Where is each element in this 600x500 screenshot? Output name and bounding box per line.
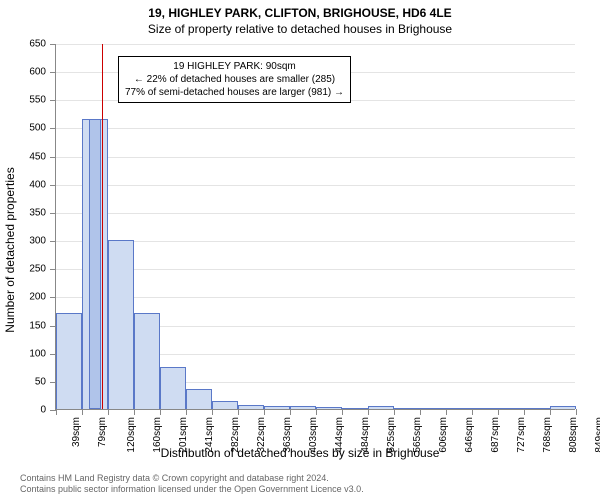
gridline	[56, 128, 575, 129]
y-tick-label: 650	[29, 39, 46, 50]
annotation-line: ← 22% of detached houses are smaller (28…	[125, 73, 344, 86]
histogram-bar	[472, 408, 498, 409]
y-tick	[50, 241, 56, 242]
annotation-line: 19 HIGHLEY PARK: 90sqm	[125, 60, 344, 73]
y-tick	[50, 185, 56, 186]
histogram-bar	[524, 408, 550, 409]
reference-line	[102, 44, 103, 409]
x-tick	[290, 409, 291, 415]
x-tick	[446, 409, 447, 415]
histogram-bar	[342, 408, 368, 409]
histogram-bar	[420, 408, 446, 409]
x-tick	[342, 409, 343, 415]
x-tick	[368, 409, 369, 415]
x-axis-label: Distribution of detached houses by size …	[0, 446, 600, 460]
annotation-box: 19 HIGHLEY PARK: 90sqm← 22% of detached …	[118, 56, 351, 103]
y-tick-label: 200	[29, 292, 46, 303]
histogram-bar	[264, 406, 290, 409]
y-tick-label: 50	[35, 376, 46, 387]
y-tick-label: 0	[40, 405, 46, 416]
histogram-bar	[368, 406, 394, 409]
footer-attribution: Contains HM Land Registry data © Crown c…	[20, 473, 364, 496]
y-tick	[50, 44, 56, 45]
x-tick	[316, 409, 317, 415]
footer-line-2: Contains public sector information licen…	[20, 484, 364, 496]
gridline	[56, 44, 575, 45]
gridline	[56, 213, 575, 214]
y-tick	[50, 157, 56, 158]
y-tick-label: 350	[29, 207, 46, 218]
annotation-line: 77% of semi-detached houses are larger (…	[125, 86, 344, 99]
x-tick	[472, 409, 473, 415]
histogram-bar	[134, 313, 160, 409]
x-tick	[56, 409, 57, 415]
histogram-bar	[290, 406, 316, 409]
footer-line-1: Contains HM Land Registry data © Crown c…	[20, 473, 364, 485]
chart-title-sub: Size of property relative to detached ho…	[0, 20, 600, 36]
histogram-bar	[394, 408, 420, 409]
histogram-bar	[186, 389, 212, 409]
y-tick-label: 300	[29, 236, 46, 247]
x-tick	[82, 409, 83, 415]
histogram-bar	[238, 405, 264, 410]
y-tick-label: 100	[29, 348, 46, 359]
y-tick-label: 250	[29, 264, 46, 275]
y-tick	[50, 100, 56, 101]
histogram-bar	[108, 240, 134, 409]
x-tick	[394, 409, 395, 415]
x-tick	[186, 409, 187, 415]
x-tick	[108, 409, 109, 415]
x-tick	[576, 409, 577, 415]
x-tick	[420, 409, 421, 415]
x-tick-label: 39sqm	[71, 417, 82, 447]
histogram-bar	[498, 408, 524, 409]
x-tick	[238, 409, 239, 415]
histogram-bar	[550, 406, 576, 409]
x-tick	[498, 409, 499, 415]
y-tick-label: 400	[29, 179, 46, 190]
y-tick	[50, 128, 56, 129]
x-tick-label: 79sqm	[97, 417, 108, 447]
highlight-bar	[89, 119, 101, 409]
x-tick	[160, 409, 161, 415]
y-tick	[50, 269, 56, 270]
x-tick	[212, 409, 213, 415]
y-tick-label: 450	[29, 151, 46, 162]
y-tick-label: 550	[29, 95, 46, 106]
x-tick	[524, 409, 525, 415]
gridline	[56, 157, 575, 158]
y-tick-label: 150	[29, 320, 46, 331]
x-tick	[550, 409, 551, 415]
histogram-bar	[56, 313, 82, 409]
gridline	[56, 185, 575, 186]
histogram-bar	[212, 401, 238, 409]
y-tick-label: 600	[29, 67, 46, 78]
histogram-bar	[316, 407, 342, 409]
y-tick-label: 500	[29, 123, 46, 134]
y-tick	[50, 72, 56, 73]
histogram-bar	[160, 367, 186, 409]
histogram-bar	[446, 408, 472, 409]
y-tick	[50, 213, 56, 214]
chart-title-main: 19, HIGHLEY PARK, CLIFTON, BRIGHOUSE, HD…	[0, 0, 600, 20]
y-axis-label: Number of detached properties	[3, 167, 17, 332]
x-tick	[134, 409, 135, 415]
x-tick	[264, 409, 265, 415]
chart-plot-area: 0501001502002503003504004505005506006503…	[55, 44, 575, 410]
y-tick	[50, 297, 56, 298]
